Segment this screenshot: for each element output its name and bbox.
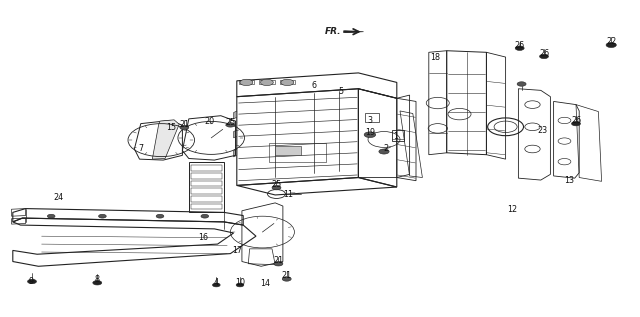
Text: 21: 21 bbox=[273, 256, 284, 265]
Text: 17: 17 bbox=[232, 246, 242, 255]
Text: 16: 16 bbox=[198, 233, 209, 242]
Circle shape bbox=[274, 262, 283, 266]
Circle shape bbox=[379, 149, 389, 154]
Text: 14: 14 bbox=[260, 279, 271, 288]
Circle shape bbox=[517, 82, 526, 86]
Text: 8: 8 bbox=[95, 275, 100, 284]
Circle shape bbox=[240, 79, 253, 86]
Circle shape bbox=[156, 214, 164, 218]
Circle shape bbox=[281, 79, 294, 86]
Text: 22: 22 bbox=[606, 37, 616, 46]
Circle shape bbox=[236, 283, 244, 287]
Circle shape bbox=[260, 79, 273, 86]
Bar bbox=[191, 188, 222, 194]
Text: 2: 2 bbox=[383, 145, 388, 153]
Text: 26: 26 bbox=[515, 41, 525, 49]
Circle shape bbox=[226, 123, 235, 127]
Bar bbox=[365, 113, 379, 122]
Text: 9: 9 bbox=[28, 277, 33, 286]
Text: 25: 25 bbox=[271, 180, 282, 189]
Text: FR.: FR. bbox=[324, 27, 341, 36]
Bar bbox=[191, 165, 222, 171]
Circle shape bbox=[180, 125, 189, 130]
Bar bbox=[189, 162, 224, 212]
Circle shape bbox=[28, 279, 36, 284]
Text: 13: 13 bbox=[564, 176, 575, 185]
Text: 6: 6 bbox=[311, 81, 316, 90]
Bar bbox=[191, 181, 222, 186]
Circle shape bbox=[272, 185, 281, 190]
Circle shape bbox=[201, 214, 209, 218]
Polygon shape bbox=[234, 111, 237, 119]
Circle shape bbox=[515, 46, 524, 50]
Text: 5: 5 bbox=[338, 87, 343, 96]
Polygon shape bbox=[344, 31, 364, 33]
Text: 23: 23 bbox=[538, 126, 548, 135]
Polygon shape bbox=[234, 130, 237, 138]
Text: 12: 12 bbox=[507, 205, 517, 214]
Circle shape bbox=[93, 281, 102, 285]
Text: 18: 18 bbox=[430, 53, 440, 61]
Bar bbox=[239, 80, 254, 84]
Text: 11: 11 bbox=[283, 191, 293, 199]
Bar bbox=[259, 80, 275, 84]
Bar bbox=[280, 80, 295, 84]
Circle shape bbox=[364, 132, 376, 138]
Text: 3: 3 bbox=[367, 116, 372, 125]
Text: 26: 26 bbox=[571, 116, 581, 125]
Circle shape bbox=[572, 121, 580, 126]
Bar bbox=[392, 130, 404, 141]
Polygon shape bbox=[234, 149, 237, 157]
Circle shape bbox=[99, 214, 106, 218]
Circle shape bbox=[540, 54, 548, 59]
Text: —: — bbox=[290, 191, 296, 196]
Bar bbox=[269, 143, 326, 162]
Text: 7: 7 bbox=[138, 145, 143, 153]
Text: 26: 26 bbox=[539, 49, 549, 58]
Text: 10: 10 bbox=[235, 278, 245, 287]
Text: 20: 20 bbox=[205, 117, 215, 126]
Text: 25: 25 bbox=[225, 118, 236, 126]
Text: 19: 19 bbox=[365, 128, 375, 137]
Text: 15: 15 bbox=[166, 123, 177, 132]
Circle shape bbox=[212, 283, 220, 287]
Bar bbox=[191, 196, 222, 202]
Bar bbox=[191, 173, 222, 179]
Circle shape bbox=[606, 42, 616, 48]
Text: 21: 21 bbox=[179, 120, 189, 129]
Bar bbox=[275, 146, 301, 155]
Text: 24: 24 bbox=[54, 193, 64, 202]
Text: 4: 4 bbox=[214, 278, 219, 287]
Polygon shape bbox=[152, 120, 179, 159]
Text: 1: 1 bbox=[393, 132, 398, 141]
Circle shape bbox=[47, 214, 55, 218]
Text: 21: 21 bbox=[282, 271, 292, 280]
Bar bbox=[191, 204, 222, 209]
Circle shape bbox=[282, 277, 291, 281]
